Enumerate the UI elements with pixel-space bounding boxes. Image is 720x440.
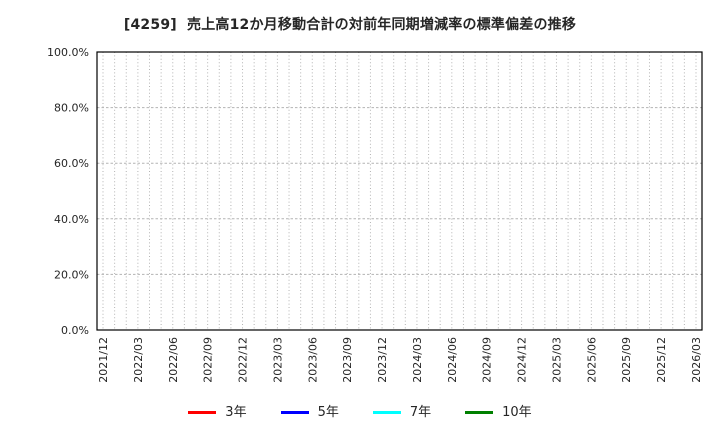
y-tick-label: 40.0% <box>54 213 89 226</box>
y-tick-label: 100.0% <box>47 46 89 59</box>
y-tick-label: 60.0% <box>54 157 89 170</box>
y-tick-label: 20.0% <box>54 268 89 281</box>
legend-item-3: 10年 <box>465 406 532 419</box>
x-tick-label: 2024/12 <box>516 337 529 383</box>
legend-item-2: 7年 <box>372 405 432 420</box>
plot-border <box>96 51 703 331</box>
legend-line-icon <box>188 411 217 414</box>
chart-title: [4259] 売上高12か月移動合計の対前年同期増減率の標準偏差の推移 <box>123 17 577 33</box>
x-tick-label: 2022/06 <box>167 337 180 383</box>
legend: 3年 5年 7年 10年 <box>0 406 720 419</box>
x-tick-label: 2026/03 <box>690 337 703 383</box>
x-tick-label: 2021/12 <box>97 337 110 383</box>
y-tick-label: 80.0% <box>54 102 89 115</box>
legend-item-0: 3年 <box>188 405 247 420</box>
x-tick-label: 2024/06 <box>446 337 459 383</box>
legend-line-icon <box>465 411 494 414</box>
y-tick-label: 0.0% <box>61 324 89 337</box>
x-tick-label: 2023/03 <box>271 337 284 383</box>
x-tick-label: 2025/09 <box>620 337 633 383</box>
plot-area: 0.0% 20.0% 40.0% 60.0% 80.0% 100.0% 2021/12 202… <box>47 46 703 383</box>
legend-label: 7年 <box>409 405 432 420</box>
legend-label: 10年 <box>502 405 532 420</box>
x-tick-label: 2023/12 <box>376 337 389 383</box>
x-tick-label: 2022/03 <box>132 337 145 383</box>
legend-label: 5年 <box>317 405 339 420</box>
legend-label: 3年 <box>225 405 247 420</box>
x-tick-label: 2023/09 <box>341 337 354 383</box>
x-tick-label: 2023/06 <box>306 337 319 383</box>
x-tick-label: 2024/09 <box>481 337 494 383</box>
legend-item-1: 5年 <box>280 405 339 420</box>
x-tick-label: 2022/12 <box>237 337 250 383</box>
x-tick-label: 2025/12 <box>655 337 668 383</box>
legend-line-icon <box>372 411 401 414</box>
x-tick-label: 2022/09 <box>202 337 215 383</box>
legend-line-icon <box>280 411 309 414</box>
x-tick-label: 2025/06 <box>585 337 598 383</box>
x-tick-label: 2024/03 <box>411 337 424 383</box>
x-tick-label: 2025/03 <box>550 337 563 383</box>
